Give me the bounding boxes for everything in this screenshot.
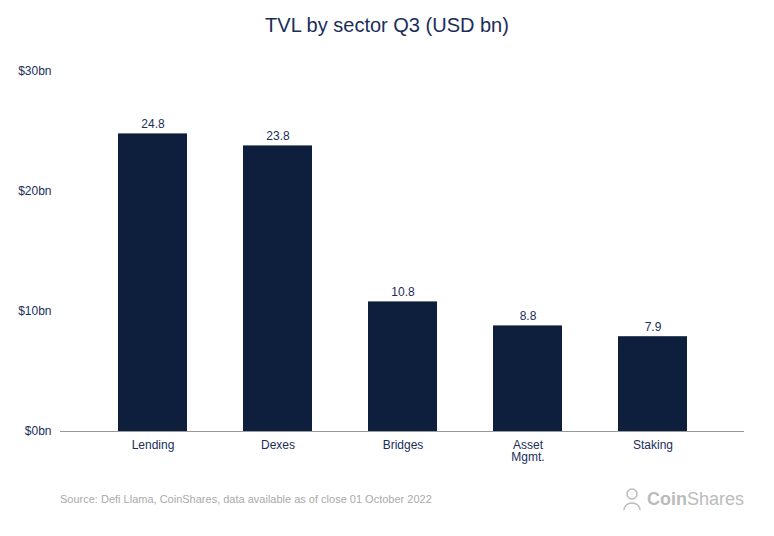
svg-text:24.8: 24.8 (141, 117, 165, 131)
svg-text:23.8: 23.8 (266, 129, 290, 143)
html-text:Coin Shares: Coin Shares (647, 488, 744, 509)
svg-text:$30bn: $30bn (18, 64, 51, 78)
svg-text:7.9: 7.9 (645, 320, 662, 334)
svg-text:AssetMgmt.: AssetMgmt. (511, 438, 544, 464)
html-text:Source: Defi Llama, CoinShares: Source: Defi Llama, CoinShares, data ava… (60, 493, 432, 505)
svg-text:Lending: Lending (132, 438, 175, 452)
svg-text:Dexes: Dexes (261, 438, 295, 452)
svg-text:Bridges: Bridges (383, 438, 424, 452)
svg-text:Staking: Staking (633, 438, 673, 452)
svg-text:8.8: 8.8 (520, 309, 537, 323)
html-text:TVL by sector Q3 (USD bn): TVL by sector Q3 (USD bn) (265, 14, 509, 36)
svg-text:$10bn: $10bn (18, 304, 51, 318)
svg-text:10.8: 10.8 (391, 285, 415, 299)
svg-text:$0bn: $0bn (25, 424, 52, 438)
svg-text:$20bn: $20bn (18, 184, 51, 198)
